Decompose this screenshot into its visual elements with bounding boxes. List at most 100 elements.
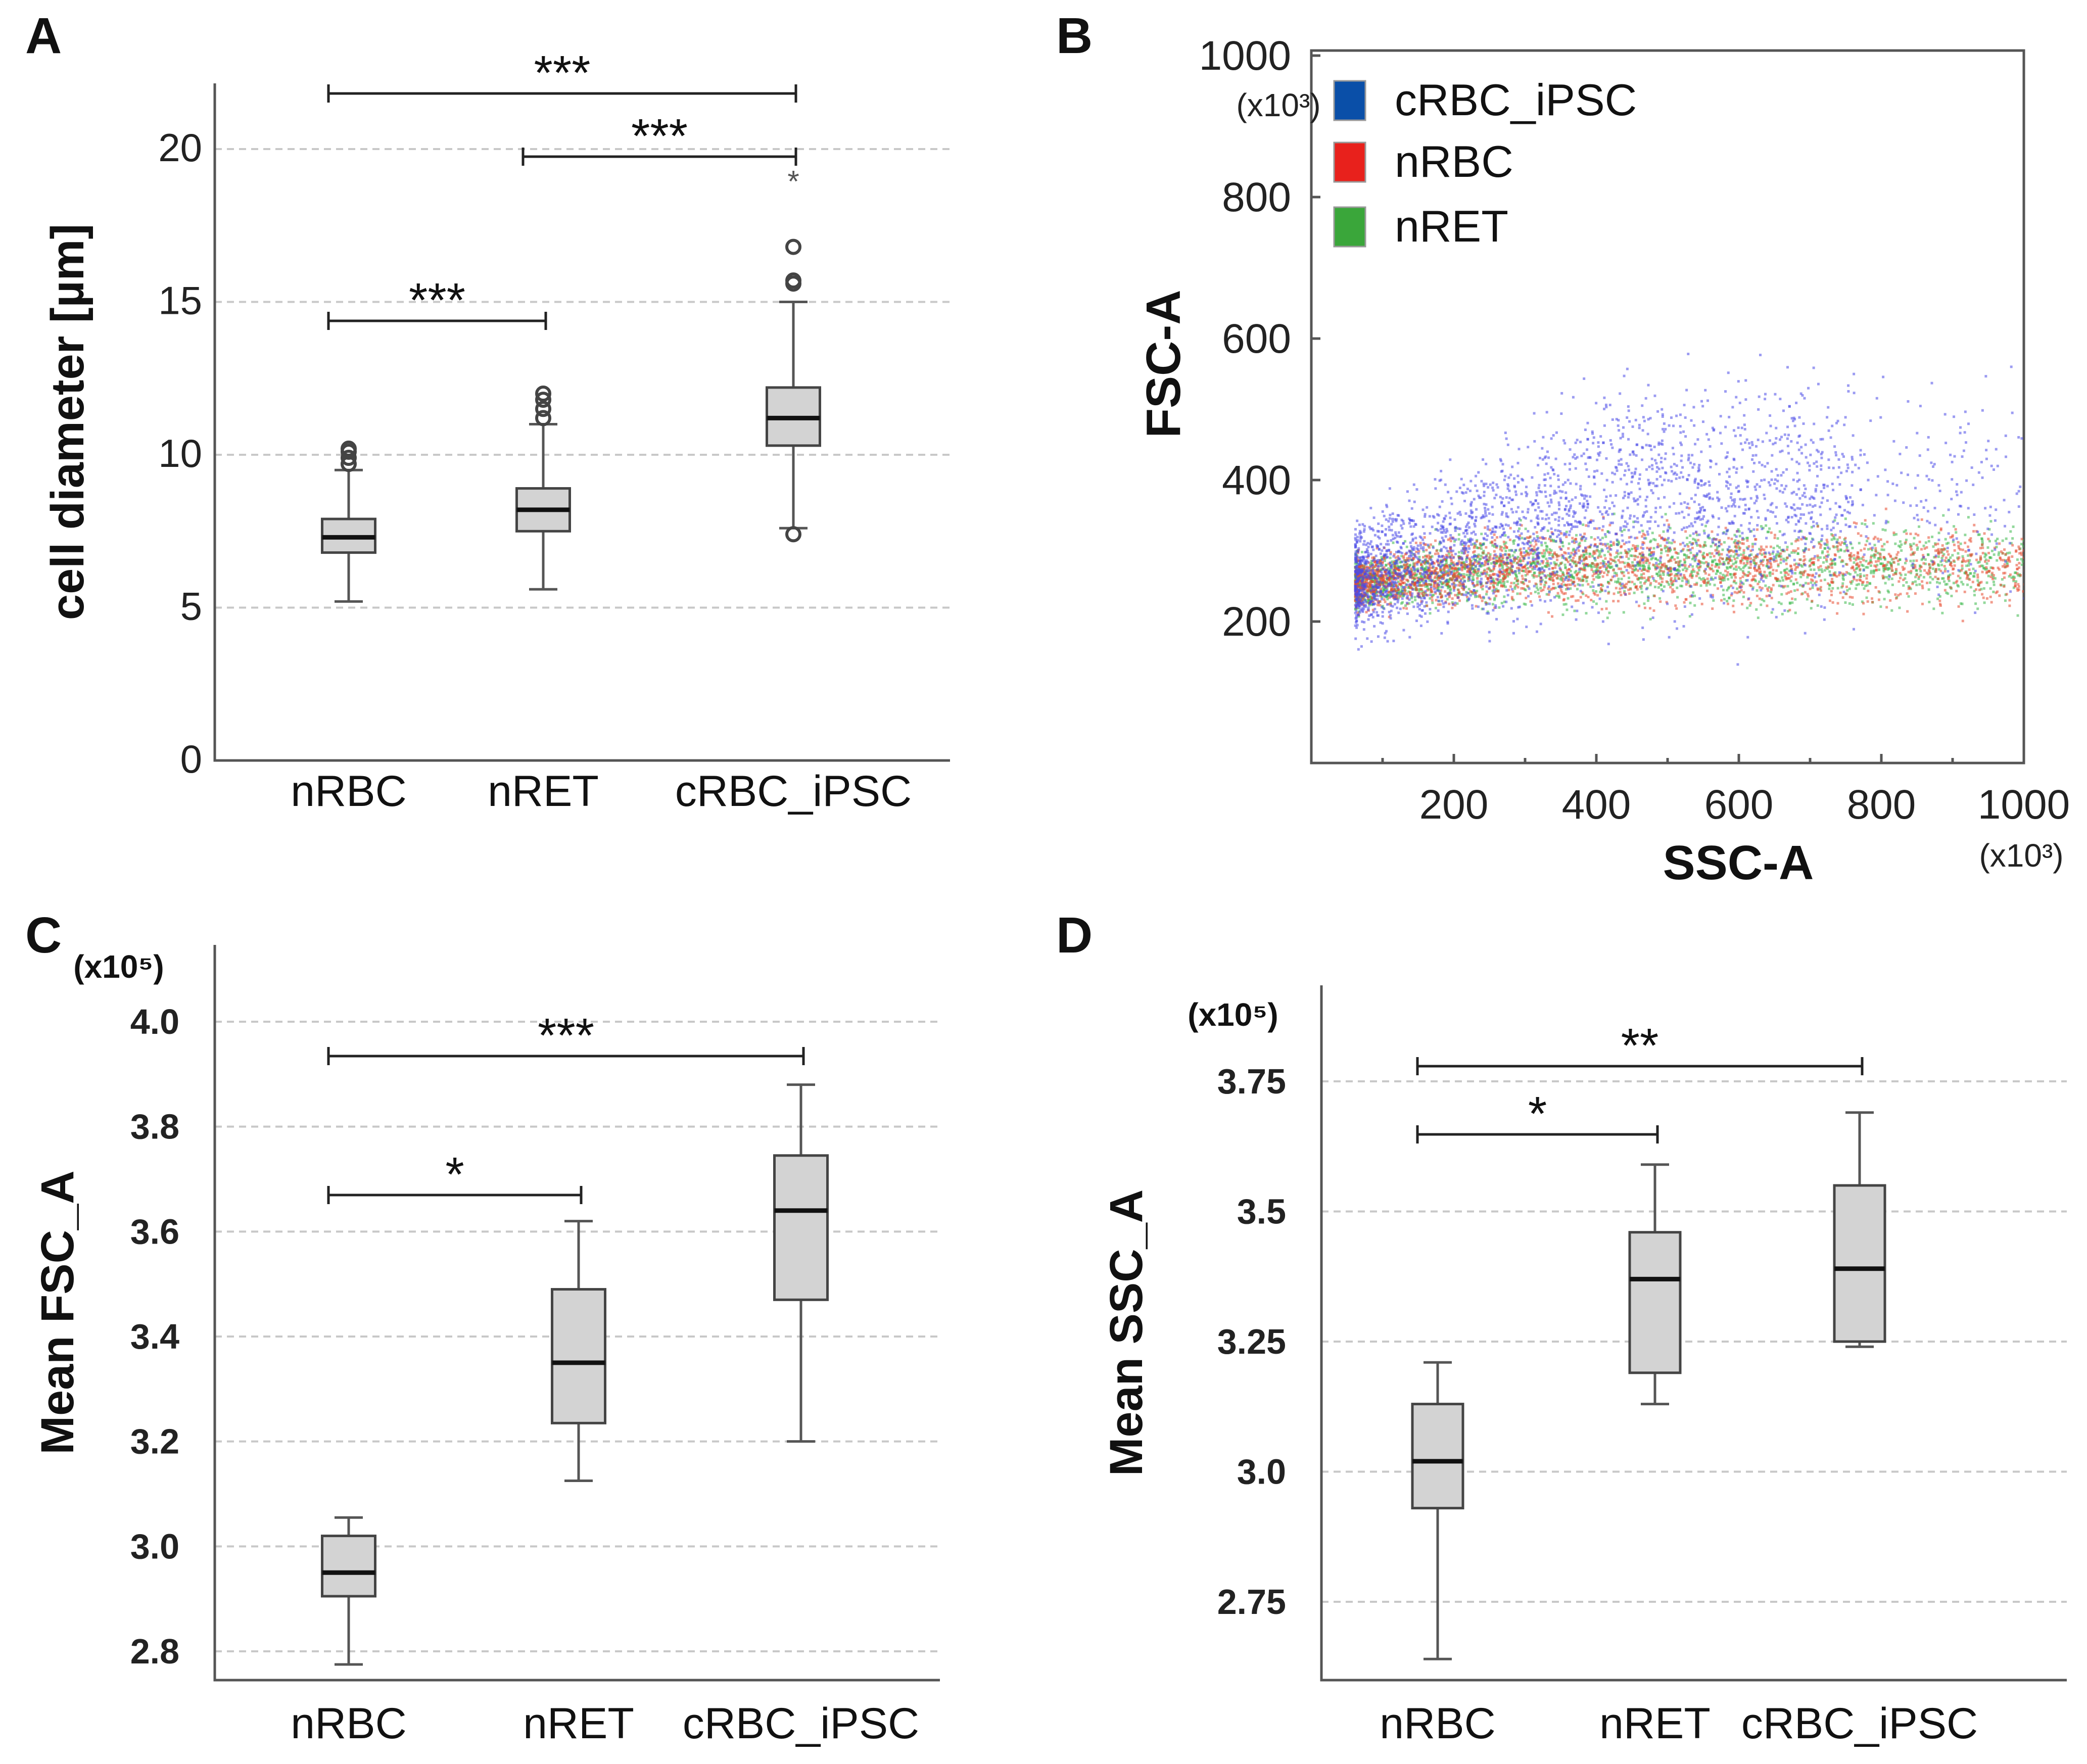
scatter-point <box>1770 589 1773 592</box>
scatter-point <box>1388 610 1391 613</box>
significance-label: *** <box>409 273 465 327</box>
scatter-point <box>1712 569 1715 573</box>
scatter-point <box>1530 564 1533 567</box>
scatter-point <box>1635 575 1638 578</box>
scatter-point <box>1957 558 1960 561</box>
scatter-point <box>1953 564 1956 567</box>
scatter-point <box>1787 591 1790 594</box>
scatter-point <box>1956 483 1959 486</box>
scatter-point <box>1777 564 1780 567</box>
scatter-point <box>1535 575 1538 578</box>
scatter-point <box>1525 570 1528 573</box>
scatter-point <box>1535 548 1538 551</box>
scatter-point <box>1573 539 1576 542</box>
scatter-point <box>1716 587 1719 590</box>
scatter-point <box>1877 590 1880 593</box>
scatter-point <box>1655 478 1658 481</box>
scatter-point <box>1966 576 1969 579</box>
scatter-point <box>1389 580 1392 583</box>
scatter-point <box>1792 582 1795 585</box>
scatter-point <box>1758 548 1761 551</box>
scatter-point <box>1642 556 1645 559</box>
scatter-point <box>1925 571 1928 575</box>
scatter-point <box>1646 557 1649 560</box>
scatter-point <box>1600 584 1603 587</box>
scatter-point <box>1923 547 1926 550</box>
scatter-point <box>1987 575 1990 578</box>
scatter-point <box>1607 570 1610 573</box>
scatter-point <box>1971 581 1974 584</box>
scatter-point <box>1812 563 1815 566</box>
scatter-point <box>1660 588 1663 591</box>
scatter-point <box>1683 561 1686 564</box>
scatter-point <box>1521 537 1524 540</box>
scatter-point <box>2022 549 2024 552</box>
scatter-point <box>1885 563 1888 566</box>
scatter-point <box>1529 552 1532 555</box>
scatter-point <box>1877 598 1880 601</box>
scatter-point <box>1418 584 1421 587</box>
scatter-point <box>1541 552 1544 555</box>
scatter-point <box>1399 576 1402 579</box>
scatter-point <box>1976 574 1979 577</box>
scatter-point <box>1401 594 1404 597</box>
scatter-point <box>1914 592 1917 595</box>
scatter-point <box>1502 528 1505 531</box>
scatter-point <box>1819 565 1822 568</box>
scatter-point <box>1696 571 1699 574</box>
scatter-point <box>1780 593 1783 596</box>
scatter-point <box>1517 569 1521 572</box>
scatter-point <box>1890 566 1893 569</box>
scatter-point <box>1366 567 1369 570</box>
scatter-point <box>1623 473 1626 476</box>
scatter-point <box>1917 577 1920 580</box>
scatter-point <box>1476 580 1479 583</box>
scatter-point <box>1904 541 1907 544</box>
scatter-point <box>1365 610 1368 613</box>
scatter-point <box>1775 468 1778 471</box>
scatter-point <box>1716 491 1719 494</box>
scatter-point <box>1511 590 1514 593</box>
scatter-point <box>1741 538 1744 541</box>
scatter-point <box>1853 554 1856 557</box>
scatter-point <box>1553 561 1556 564</box>
scatter-point <box>1967 554 1970 557</box>
scatter-point <box>1468 574 1471 577</box>
scatter-point <box>1927 540 1930 543</box>
scatter-point <box>1833 574 1836 577</box>
scatter-point <box>1848 496 1852 499</box>
scatter-point <box>1642 542 1645 545</box>
scatter-point <box>1872 537 1875 540</box>
scatter-point <box>1956 556 1959 559</box>
scatter-point <box>1839 591 1842 594</box>
scatter-point <box>1718 539 1721 542</box>
scatter-point <box>1541 447 1544 450</box>
scatter-point <box>1794 540 1797 543</box>
scatter-point <box>1762 564 1765 567</box>
scatter-point <box>1396 574 1399 577</box>
scatter-point <box>1413 572 1416 575</box>
scatter-point <box>1639 585 1642 588</box>
scatter-point <box>1426 604 1429 607</box>
scatter-point <box>1996 590 1999 593</box>
scatter-point <box>1515 584 1518 587</box>
scatter-point <box>1431 599 1434 602</box>
scatter-point <box>1735 546 1738 549</box>
scatter-point <box>1383 557 1386 560</box>
scatter-point <box>1591 432 1594 435</box>
scatter-point <box>1937 555 1940 558</box>
scatter-point <box>1549 575 1552 578</box>
scatter-point <box>1689 573 1692 576</box>
scatter-point <box>1460 567 1463 570</box>
scatter-point <box>1737 528 1740 531</box>
scatter-point <box>1773 534 1776 537</box>
scatter-point <box>1505 558 1508 561</box>
scatter-point <box>1491 569 1494 573</box>
scatter-point <box>1811 584 1814 587</box>
scatter-point <box>1779 561 1782 564</box>
scatter-point <box>1763 497 1766 500</box>
scatter-point <box>1683 574 1686 577</box>
scatter-point <box>1652 547 1655 550</box>
scatter-point <box>1988 540 1991 543</box>
scatter-point <box>1909 545 1912 548</box>
